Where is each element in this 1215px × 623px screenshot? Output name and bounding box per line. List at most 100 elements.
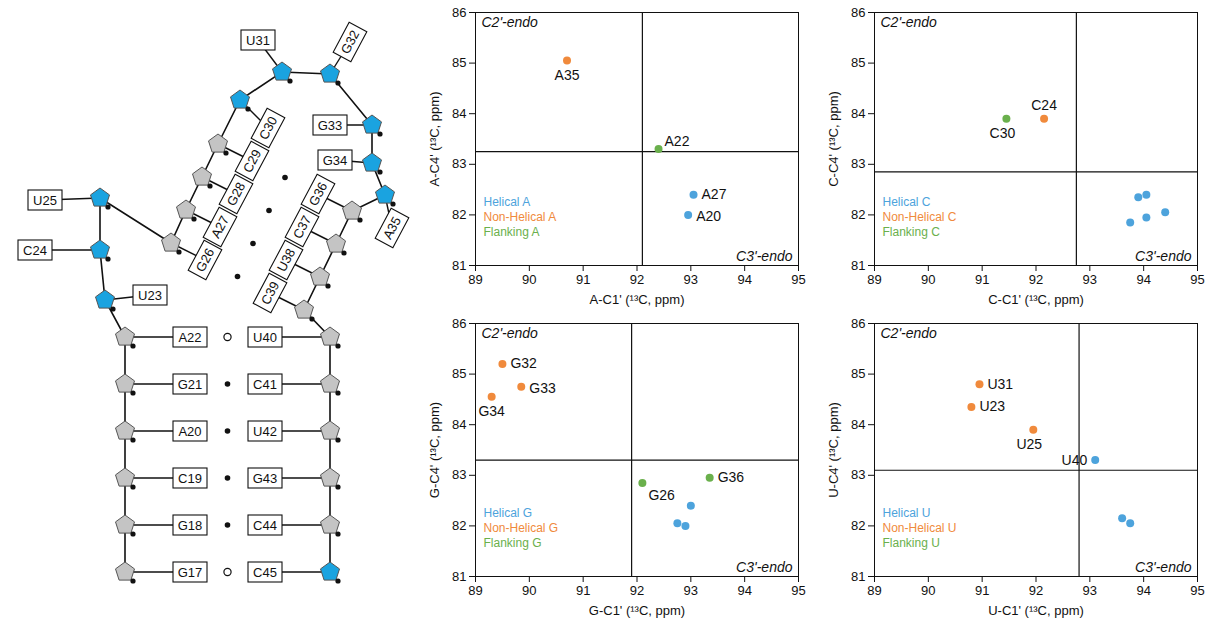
svg-text:C44: C44 [253, 518, 277, 533]
svg-text:95: 95 [1190, 583, 1204, 598]
svg-text:83: 83 [851, 156, 865, 171]
svg-text:A20: A20 [178, 424, 201, 439]
svg-text:85: 85 [851, 366, 865, 381]
svg-text:C2'-endo: C2'-endo [881, 325, 938, 341]
svg-text:93: 93 [1083, 272, 1097, 287]
svg-text:C2'-endo: C2'-endo [881, 14, 938, 30]
svg-text:89: 89 [468, 272, 482, 287]
svg-text:A20: A20 [696, 208, 721, 224]
svg-text:C19: C19 [178, 471, 202, 486]
svg-text:84: 84 [851, 417, 865, 432]
svg-text:81: 81 [452, 569, 466, 584]
svg-text:82: 82 [452, 207, 466, 222]
svg-text:U23: U23 [138, 288, 162, 303]
svg-text:90: 90 [921, 272, 935, 287]
svg-text:83: 83 [851, 467, 865, 482]
svg-text:C39: C39 [258, 279, 282, 307]
svg-text:G34: G34 [478, 403, 505, 419]
svg-text:G32: G32 [510, 355, 537, 371]
svg-text:G33: G33 [318, 118, 343, 133]
svg-text:A35: A35 [555, 67, 580, 83]
svg-text:Helical G: Helical G [484, 506, 533, 520]
svg-text:92: 92 [630, 272, 644, 287]
svg-text:A27: A27 [702, 186, 727, 202]
svg-text:A22: A22 [665, 133, 690, 149]
svg-text:94: 94 [1136, 583, 1150, 598]
svg-text:G26: G26 [193, 246, 218, 275]
svg-text:U23: U23 [979, 398, 1005, 414]
svg-text:U25: U25 [33, 193, 57, 208]
svg-text:92: 92 [1029, 272, 1043, 287]
svg-text:Helical A: Helical A [484, 195, 531, 209]
svg-text:U-C1' (¹³C, ppm): U-C1' (¹³C, ppm) [988, 603, 1084, 618]
svg-text:Non-Helical C: Non-Helical C [883, 210, 957, 224]
svg-text:89: 89 [867, 583, 881, 598]
svg-text:86: 86 [452, 316, 466, 331]
svg-text:Helical C: Helical C [883, 195, 931, 209]
svg-text:C2'-endo: C2'-endo [482, 325, 539, 341]
svg-text:91: 91 [576, 583, 590, 598]
svg-text:C29: C29 [240, 147, 264, 175]
svg-text:Flanking G: Flanking G [484, 536, 542, 550]
svg-text:95: 95 [1190, 272, 1204, 287]
svg-text:U-C4' (¹³C, ppm): U-C4' (¹³C, ppm) [826, 402, 841, 498]
svg-text:G43: G43 [253, 471, 278, 486]
svg-text:U40: U40 [253, 330, 277, 345]
svg-text:G36: G36 [306, 180, 331, 209]
svg-text:C3'-endo: C3'-endo [736, 248, 793, 264]
svg-text:Flanking C: Flanking C [883, 225, 941, 239]
svg-text:G28: G28 [224, 180, 249, 209]
svg-text:84: 84 [452, 106, 466, 121]
svg-text:84: 84 [452, 417, 466, 432]
svg-text:U38: U38 [274, 246, 298, 274]
svg-text:C3'-endo: C3'-endo [1135, 559, 1192, 575]
svg-text:95: 95 [791, 272, 805, 287]
svg-text:85: 85 [452, 366, 466, 381]
svg-text:A35: A35 [380, 214, 404, 241]
svg-text:C41: C41 [253, 377, 277, 392]
svg-text:82: 82 [452, 518, 466, 533]
svg-text:83: 83 [452, 467, 466, 482]
svg-text:C3'-endo: C3'-endo [736, 559, 793, 575]
svg-text:C-C1' (¹³C, ppm): C-C1' (¹³C, ppm) [988, 292, 1084, 307]
svg-text:A22: A22 [178, 330, 201, 345]
svg-text:C-C4' (¹³C, ppm): C-C4' (¹³C, ppm) [826, 91, 841, 187]
svg-text:90: 90 [921, 583, 935, 598]
svg-text:89: 89 [468, 583, 482, 598]
svg-text:93: 93 [684, 272, 698, 287]
svg-text:81: 81 [851, 258, 865, 273]
svg-text:C45: C45 [253, 565, 277, 580]
svg-text:95: 95 [791, 583, 805, 598]
svg-text:Helical U: Helical U [883, 506, 931, 520]
svg-text:Non-Helical A: Non-Helical A [484, 210, 557, 224]
svg-text:C3'-endo: C3'-endo [1135, 248, 1192, 264]
svg-text:A27: A27 [208, 213, 232, 240]
svg-text:A-C1' (¹³C, ppm): A-C1' (¹³C, ppm) [590, 292, 685, 307]
svg-text:91: 91 [975, 583, 989, 598]
svg-text:G34: G34 [323, 153, 348, 168]
svg-text:86: 86 [452, 5, 466, 20]
svg-text:G26: G26 [648, 487, 675, 503]
svg-text:86: 86 [851, 5, 865, 20]
svg-text:C37: C37 [290, 213, 314, 241]
svg-text:A-C4' (¹³C, ppm): A-C4' (¹³C, ppm) [427, 92, 442, 187]
svg-text:Flanking U: Flanking U [883, 536, 940, 550]
svg-text:C24: C24 [23, 243, 47, 258]
svg-text:85: 85 [851, 55, 865, 70]
svg-text:G-C1' (¹³C, ppm): G-C1' (¹³C, ppm) [589, 603, 685, 618]
svg-text:89: 89 [867, 272, 881, 287]
svg-text:Non-Helical G: Non-Helical G [484, 521, 559, 535]
svg-text:C30: C30 [990, 125, 1016, 141]
svg-text:83: 83 [452, 156, 466, 171]
svg-text:G-C4' (¹³C, ppm): G-C4' (¹³C, ppm) [427, 402, 442, 498]
svg-text:82: 82 [851, 518, 865, 533]
svg-text:92: 92 [630, 583, 644, 598]
svg-text:82: 82 [851, 207, 865, 222]
svg-text:92: 92 [1029, 583, 1043, 598]
svg-text:91: 91 [576, 272, 590, 287]
svg-text:Non-Helical U: Non-Helical U [883, 521, 957, 535]
svg-text:94: 94 [737, 272, 751, 287]
svg-text:G21: G21 [178, 377, 203, 392]
svg-text:G17: G17 [178, 565, 203, 580]
svg-text:C24: C24 [1031, 97, 1057, 113]
